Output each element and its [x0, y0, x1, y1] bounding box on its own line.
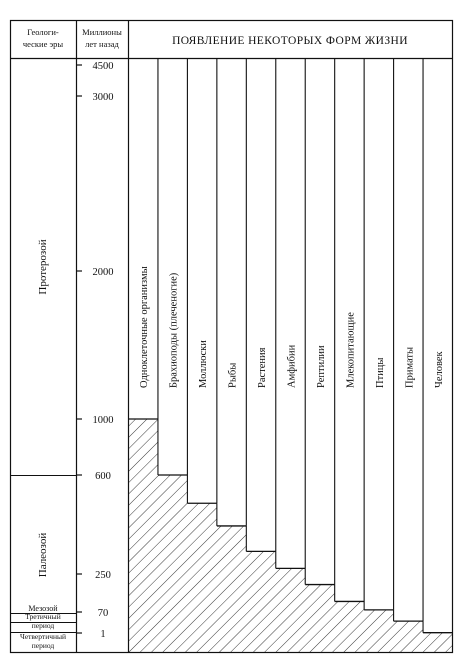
years-column-title-line2: лет назад — [85, 39, 119, 49]
era-label-tertiary-line2: период — [32, 621, 55, 630]
time-tick-label: 2000 — [93, 267, 114, 278]
life-form-label: Амфибии — [287, 344, 298, 388]
eras-column-title: Геологи- — [27, 27, 59, 37]
hatched-area — [128, 419, 453, 653]
time-tick-label: 1 — [100, 629, 105, 640]
era-label-quaternary: Четвертичный — [20, 632, 66, 641]
time-tick-label: 3000 — [93, 92, 114, 103]
life-form-label: Растения — [257, 347, 268, 388]
life-form-label: Брахиоподы (плеченогие) — [169, 272, 180, 388]
era-label-quaternary-line2: период — [32, 641, 55, 650]
life-form-label: Моллюски — [198, 340, 209, 388]
life-form-label: Птицы — [375, 358, 386, 388]
time-tick-label: 250 — [95, 570, 111, 581]
time-tick-label: 1000 — [93, 415, 114, 426]
time-ticks-layer: 4500 3000 2000 1000 600 250 70 1 — [76, 61, 114, 640]
years-column-title: Миллионы — [82, 27, 122, 37]
time-tick-label: 4500 — [93, 61, 114, 72]
time-tick-label: 600 — [95, 471, 111, 482]
eras-column-title-line2: ческие эры — [23, 39, 64, 49]
life-form-label: Приматы — [404, 347, 415, 388]
era-label-tertiary: Третичный — [25, 612, 61, 621]
life-form-label: Человек — [434, 350, 445, 388]
time-tick-label: 70 — [98, 608, 109, 619]
era-label-proterozoic: Протерозой — [37, 239, 49, 294]
life-form-label: Одноклеточные организмы — [139, 266, 150, 388]
era-label-mesozoic: Мезозой — [28, 604, 58, 613]
outer-frame — [9, 19, 454, 654]
life-forms-title: ПОЯВЛЕНИЕ НЕКОТОРЫХ ФОРМ ЖИЗНИ — [172, 35, 408, 47]
era-label-paleozoic: Палеозой — [37, 533, 49, 578]
life-forms-layer: Одноклеточные организмы Брахиоподы (плече… — [128, 58, 453, 634]
life-form-label: Рептилии — [316, 345, 327, 388]
life-form-label: Млекопитающие — [345, 312, 356, 388]
life-form-label: Рыбы — [228, 363, 239, 388]
